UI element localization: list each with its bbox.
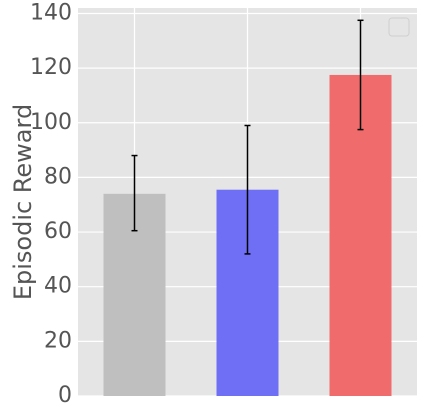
y-tick-label: 100: [30, 110, 72, 135]
y-tick-label: 120: [30, 55, 72, 80]
y-tick-label: 0: [58, 383, 72, 408]
y-tick-label: 60: [44, 219, 72, 244]
y-axis-ticks: 0 20 40 60 80 100 120 140: [30, 0, 72, 408]
legend-box: [388, 17, 410, 37]
y-tick-label: 40: [44, 274, 72, 299]
error-bars: [131, 19, 364, 255]
y-axis-label: Episodic Reward: [9, 104, 37, 300]
y-tick-label: 140: [30, 0, 72, 25]
y-tick-label: 20: [44, 328, 72, 353]
y-tick-label: 80: [44, 164, 72, 189]
